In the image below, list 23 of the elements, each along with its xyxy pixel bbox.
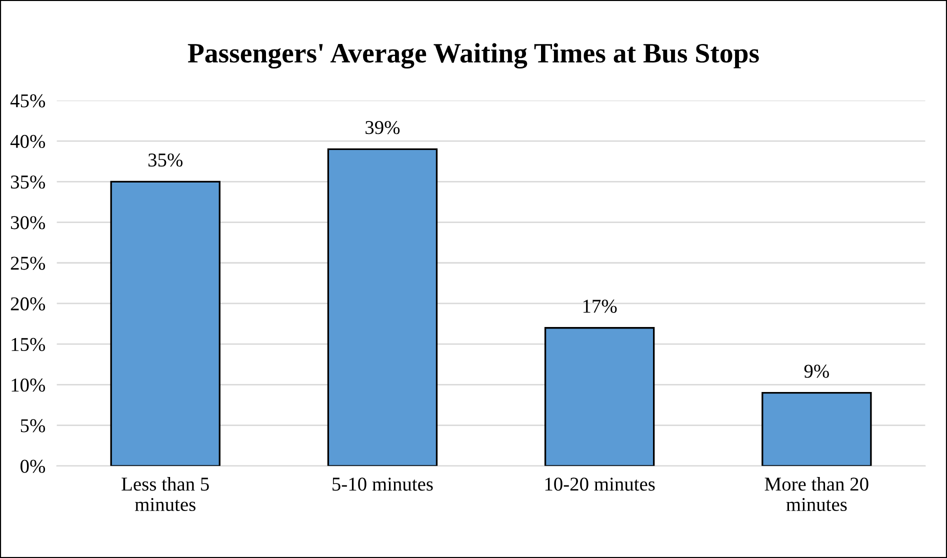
x-tick-label: 10-20 minutes: [545, 478, 655, 491]
y-tick-label: 35%: [11, 175, 46, 189]
data-label: 17%: [583, 300, 617, 313]
bar: [327, 148, 438, 466]
x-tick-label: More than 20 minutes: [764, 477, 868, 512]
y-tick-label: 20%: [10, 297, 46, 310]
x-tick-label: Less than 5 minutes: [122, 477, 209, 512]
y-tick-label: 45%: [10, 94, 46, 108]
data-label: 39%: [366, 120, 400, 134]
y-tick-label: 40%: [10, 134, 46, 148]
chart-title: Passengers' Average Waiting Times at Bus Stops: [188, 43, 759, 69]
y-tick-label: 30%: [11, 216, 46, 230]
bar: [110, 180, 220, 466]
y-tick-label: 15%: [12, 338, 46, 352]
y-tick-label: 10%: [12, 378, 46, 392]
y-tick-label: 0%: [20, 460, 46, 473]
bar: [544, 327, 655, 466]
data-label: 9%: [804, 364, 829, 378]
data-label: 35%: [148, 153, 183, 167]
y-tick-label: 5%: [20, 419, 46, 432]
bar: [762, 392, 872, 466]
y-tick-label: 25%: [10, 256, 46, 270]
x-tick-label: 5-10 minutes: [332, 478, 433, 491]
